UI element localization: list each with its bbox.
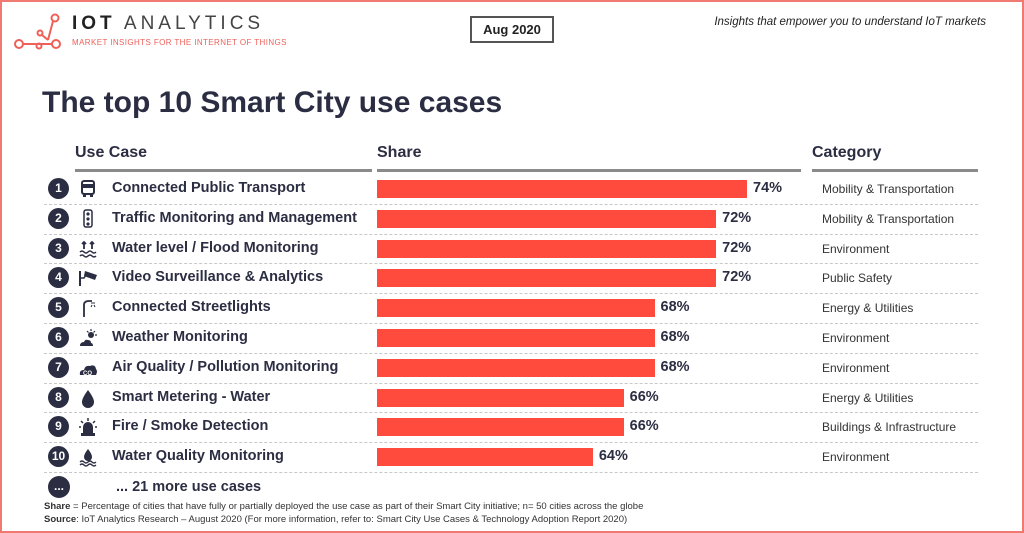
category-label: Energy & Utilities [822, 301, 914, 315]
share-bar [377, 329, 655, 347]
use-case-label: Video Surveillance & Analytics [112, 269, 324, 285]
use-case-label: Water Quality Monitoring [112, 448, 284, 464]
table-row: 9 Fire / Smoke Detection 66% Buildings &… [44, 412, 978, 442]
share-value-label: 72% [722, 210, 752, 226]
rank-badge: 3 [48, 238, 69, 259]
share-value-label: 66% [629, 418, 659, 434]
rank-badge: 4 [48, 267, 69, 288]
use-case-label: Water level / Flood Monitoring [112, 240, 319, 256]
share-bar [377, 180, 747, 198]
iot-analytics-logo-icon [14, 13, 61, 50]
more-label: ... 21 more use cases [116, 479, 262, 495]
tagline: Insights that empower you to understand … [714, 16, 986, 28]
alarm-light-icon [79, 418, 97, 436]
category-label: Energy & Utilities [822, 391, 914, 405]
column-header-category: Category [812, 144, 882, 161]
water-quality-icon [79, 449, 97, 467]
share-value-label: 72% [722, 240, 752, 256]
rank-badge: 8 [48, 387, 69, 408]
logo-subtitle: MARKET INSIGHTS FOR THE INTERNET OF THIN… [72, 38, 287, 47]
category-label: Mobility & Transportation [822, 182, 955, 196]
rank-badge: 7 [48, 357, 69, 378]
share-bar [377, 269, 717, 287]
use-case-label: Fire / Smoke Detection [112, 418, 269, 434]
water-drop-icon [82, 390, 94, 408]
camera-icon [79, 271, 97, 286]
share-value-label: 72% [722, 269, 752, 285]
row-divider [44, 204, 978, 205]
rank-badge: 9 [48, 416, 69, 437]
share-value-label: 68% [660, 329, 690, 345]
share-bar [377, 359, 655, 377]
table-row: 6 Weather Monitoring 68% Environment [44, 323, 978, 353]
share-value-label: 64% [598, 448, 628, 464]
row-divider [44, 353, 978, 354]
rank-badge: 2 [48, 208, 69, 229]
category-label: Mobility & Transportation [822, 212, 955, 226]
category-label: Environment [822, 331, 890, 345]
more-use-cases-row: ... ... 21 more use cases [44, 472, 978, 502]
row-divider [44, 293, 978, 294]
table-row: 10 Water Quality Monitoring 64% Environm… [44, 442, 978, 472]
share-value-label: 66% [629, 389, 659, 405]
footnote-source: Source: IoT Analytics Research – August … [44, 514, 628, 525]
table-row: 3 Water level / Flood Monitoring 72% Env… [44, 234, 978, 264]
use-case-label: Air Quality / Pollution Monitoring [112, 359, 339, 375]
header-underline [75, 169, 372, 172]
table-row: 8 Smart Metering - Water 66% Energy & Ut… [44, 383, 978, 413]
co2-cloud-icon: CO [79, 365, 97, 377]
row-divider [44, 472, 978, 473]
category-label: Buildings & Infrastructure [822, 420, 957, 434]
svg-text:CO: CO [83, 371, 92, 377]
table-row: 5 Connected Streetlights 68% Energy & Ut… [44, 293, 978, 323]
rank-badge: 5 [48, 297, 69, 318]
rank-badge: 6 [48, 327, 69, 348]
rank-badge: 10 [48, 446, 69, 467]
category-label: Environment [822, 361, 890, 375]
row-divider [44, 412, 978, 413]
logo-wordmark: IOT ANALYTICS [72, 13, 265, 34]
more-badge: ... [48, 476, 70, 498]
share-bar [377, 240, 717, 258]
use-case-label: Traffic Monitoring and Management [112, 210, 357, 226]
bus-icon [81, 180, 95, 197]
streetlight-icon [83, 300, 96, 317]
header-underline [812, 169, 978, 172]
use-case-label: Connected Streetlights [112, 299, 271, 315]
row-divider [44, 323, 978, 324]
rank-badge: 1 [48, 178, 69, 199]
chart-title: The top 10 Smart City use cases [42, 86, 503, 119]
header-underline [377, 169, 801, 172]
share-bar [377, 418, 624, 436]
column-header-use-case: Use Case [75, 144, 148, 161]
row-divider [44, 442, 978, 443]
table-row: 2 Traffic Monitoring and Management 72% … [44, 204, 978, 234]
flood-icon [79, 240, 97, 258]
weather-icon [80, 329, 97, 346]
share-value-label: 68% [660, 299, 690, 315]
share-value-label: 68% [660, 359, 690, 375]
share-bar [377, 448, 593, 466]
row-divider [44, 263, 978, 264]
date-badge: Aug 2020 [470, 16, 554, 43]
category-label: Public Safety [822, 271, 893, 285]
column-header-share: Share [377, 144, 422, 161]
traffic-light-icon [83, 209, 93, 228]
row-divider [44, 383, 978, 384]
category-label: Environment [822, 242, 890, 256]
table-row: 4 Video Surveillance & Analytics 72% Pub… [44, 263, 978, 293]
table-row: 7 CO Air Quality / Pollution Monitoring … [44, 353, 978, 383]
share-value-label: 74% [753, 180, 783, 196]
category-label: Environment [822, 450, 890, 464]
share-bar [377, 299, 655, 317]
use-case-label: Weather Monitoring [112, 329, 248, 345]
row-divider [44, 234, 978, 235]
footnote-share: Share = Percentage of cities that have f… [44, 501, 644, 512]
use-case-label: Connected Public Transport [112, 180, 306, 196]
table-row: 1 Connected Public Transport 74% Mobilit… [44, 174, 978, 204]
use-case-label: Smart Metering - Water [112, 389, 271, 405]
share-bar [377, 210, 717, 228]
share-bar [377, 389, 624, 407]
